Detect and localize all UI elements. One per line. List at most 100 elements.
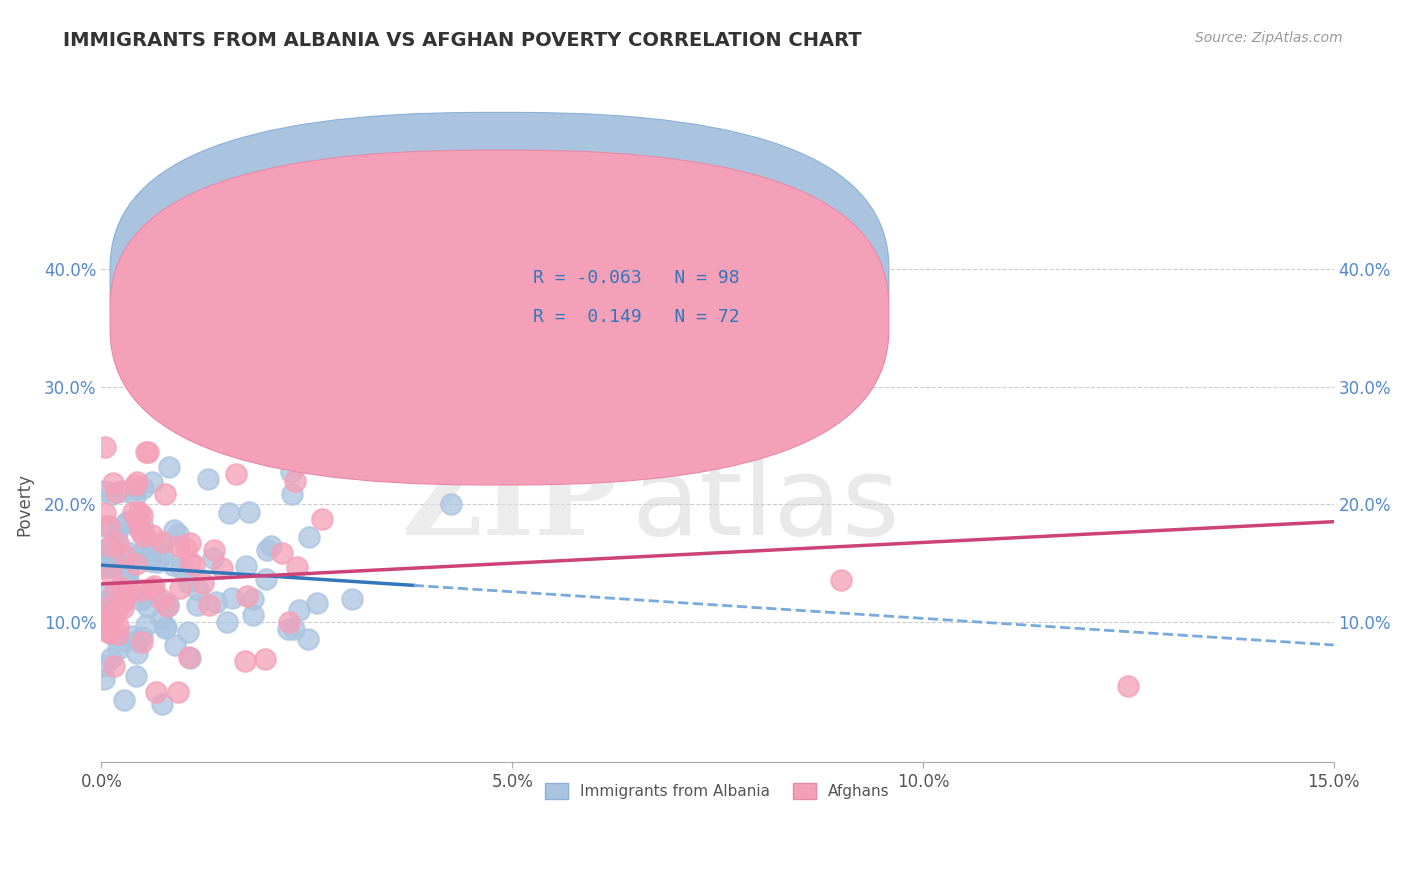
Point <box>170 561 193 575</box>
Point <box>93 600 115 615</box>
Point <box>139 554 162 568</box>
Point <box>153 487 176 501</box>
Point <box>139 549 162 563</box>
Point <box>93 586 115 600</box>
Point <box>152 548 174 562</box>
Legend: Immigrants from Albania, Afghans: Immigrants from Albania, Afghans <box>537 775 897 806</box>
Point <box>271 546 294 560</box>
Text: IMMIGRANTS FROM ALBANIA VS AFGHAN POVERTY CORRELATION CHART: IMMIGRANTS FROM ALBANIA VS AFGHAN POVERT… <box>63 31 862 50</box>
Point <box>191 575 214 590</box>
Point <box>236 589 259 603</box>
Point <box>129 582 152 597</box>
Point <box>125 646 148 660</box>
Point <box>131 481 153 495</box>
Point <box>105 526 128 541</box>
Point <box>103 538 125 552</box>
Point <box>96 559 118 574</box>
Point <box>163 523 186 537</box>
Point <box>107 641 129 656</box>
Point <box>150 535 173 549</box>
Point <box>107 619 129 633</box>
Point <box>188 338 211 352</box>
Point <box>112 595 135 609</box>
Point <box>136 600 159 615</box>
Point <box>112 548 135 562</box>
Point <box>115 545 138 559</box>
Point <box>205 595 228 609</box>
Point <box>218 506 240 520</box>
Point <box>153 621 176 635</box>
Point <box>97 624 120 639</box>
Point <box>125 558 148 572</box>
Point <box>93 596 115 610</box>
Point <box>179 556 201 570</box>
Point <box>132 590 155 604</box>
Point <box>186 582 208 597</box>
Point <box>205 397 228 411</box>
Point <box>830 574 852 588</box>
Point <box>163 638 186 652</box>
Point <box>254 652 277 666</box>
Point <box>94 602 117 616</box>
Point <box>235 559 257 574</box>
Point <box>93 519 115 533</box>
Point <box>114 591 136 605</box>
Point <box>117 566 139 580</box>
Text: Source: ZipAtlas.com: Source: ZipAtlas.com <box>1195 31 1343 45</box>
Point <box>277 622 299 636</box>
Point <box>117 574 139 589</box>
Point <box>127 634 149 648</box>
Point <box>136 444 159 458</box>
Point <box>93 543 115 558</box>
Point <box>100 625 122 640</box>
Point <box>100 547 122 561</box>
Point <box>201 379 224 393</box>
Point <box>98 539 121 553</box>
Point <box>105 603 128 617</box>
Point <box>260 539 283 553</box>
Point <box>217 615 239 629</box>
Point <box>167 527 190 541</box>
Point <box>104 484 127 499</box>
Point <box>440 497 463 511</box>
Point <box>131 517 153 532</box>
Point <box>112 572 135 586</box>
Point <box>183 558 205 572</box>
Point <box>128 505 150 519</box>
Point <box>162 558 184 573</box>
Point <box>112 693 135 707</box>
Point <box>143 579 166 593</box>
Point <box>121 629 143 643</box>
Point <box>97 519 120 533</box>
Point <box>149 591 172 606</box>
FancyBboxPatch shape <box>465 259 810 339</box>
Point <box>125 513 148 527</box>
Point <box>283 622 305 636</box>
Point <box>238 505 260 519</box>
Point <box>143 586 166 600</box>
Point <box>177 624 200 639</box>
Point <box>101 476 124 491</box>
Text: R =  0.149   N = 72: R = 0.149 N = 72 <box>533 308 740 326</box>
Point <box>280 465 302 479</box>
Point <box>157 599 180 614</box>
Point <box>98 613 121 627</box>
Point <box>307 596 329 610</box>
Point <box>93 672 115 686</box>
Point <box>285 560 308 574</box>
Point <box>1116 679 1139 693</box>
Point <box>93 658 115 673</box>
Point <box>186 415 208 429</box>
Point <box>141 475 163 490</box>
Point <box>149 611 172 625</box>
Point <box>114 587 136 601</box>
Point <box>93 614 115 628</box>
Point <box>225 467 247 481</box>
Point <box>221 591 243 606</box>
Point <box>94 440 117 454</box>
Point <box>129 523 152 537</box>
Point <box>135 617 157 632</box>
Point <box>134 526 156 541</box>
Point <box>107 627 129 641</box>
Point <box>256 543 278 558</box>
